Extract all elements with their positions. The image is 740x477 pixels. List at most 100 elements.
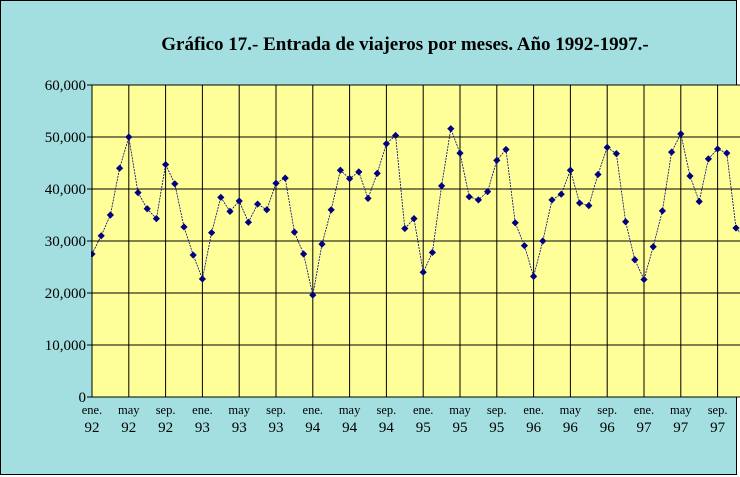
data-point [576,199,584,207]
data-point [373,169,381,177]
x-tick-label: sep. 96 [597,403,617,436]
data-point [171,180,179,188]
data-point [309,291,317,299]
data-point [263,206,271,214]
data-point [125,133,133,141]
data-point [364,194,372,202]
data-point [456,149,464,157]
data-point [428,248,436,257]
data-point [695,197,703,206]
data-point [566,166,574,174]
y-tick-label: 50,000 [45,130,86,146]
data-point [244,218,252,226]
data-point [612,150,620,158]
data-point [438,182,446,190]
y-tick-label: 40,000 [45,182,86,198]
chart-title: Gráfico 17.- Entrada de viajeros por mes… [161,34,648,55]
data-point [410,215,418,223]
data-point [548,196,556,204]
data-point [585,202,593,210]
y-tick-label: 60,000 [45,78,86,94]
data-point [465,193,473,201]
x-tick-label: ene. 94 [303,403,323,436]
x-tick-label: sep. 93 [266,403,286,436]
data-point [281,174,289,182]
data-point [235,197,243,205]
data-point [631,256,639,264]
x-tick-label: sep. 95 [487,403,507,436]
data-point [392,131,400,140]
data-point [180,223,188,231]
data-point [198,275,206,283]
data-point [539,237,547,245]
x-tick-label: sep. 97 [708,403,728,436]
data-point [732,224,740,232]
x-tick-label: may 93 [228,403,250,436]
y-tick-label: 0 [79,390,87,406]
data-point [419,268,427,276]
data-point [474,196,482,204]
plot [91,125,740,299]
data-point [649,243,657,251]
data-point [557,190,565,198]
data-point [668,148,676,156]
data-point [640,275,648,284]
data-point [603,143,611,151]
x-tick-label: may 96 [560,403,582,436]
data-point [217,193,225,201]
data-point [704,155,712,163]
x-tick-label: sep. 94 [377,403,397,436]
x-tick-label: may 94 [339,403,361,436]
data-point [97,232,105,240]
data-point [189,251,197,259]
data-point [208,229,216,237]
data-point [511,219,519,227]
data-point [382,140,390,148]
data-point [116,164,124,172]
y-tick-label: 20,000 [45,286,86,302]
data-point [714,145,722,153]
x-tick-label: ene. 97 [634,403,654,436]
grid [91,84,740,398]
y-tick-label: 10,000 [45,338,86,354]
data-point [143,205,151,213]
data-point [401,224,409,233]
data-point [594,170,602,179]
data-point [447,125,455,133]
data-point [106,211,114,219]
data-point [272,179,280,187]
data-point [723,149,731,157]
data-point [355,168,363,176]
data-point [226,207,234,215]
x-tick-label: may 95 [449,403,471,436]
data-point [152,215,160,223]
x-tick-label: ene. 95 [413,403,433,436]
x-tick-label: ene. 96 [523,403,543,436]
data-point [162,160,170,169]
data-point [502,145,510,154]
data-point [290,228,298,236]
data-point [493,156,501,164]
data-point [346,175,354,183]
y-tick-label: 30,000 [45,234,86,250]
data-point [134,189,142,197]
data-point [622,218,630,226]
x-tick-label: ene. 92 [82,403,102,436]
x-tick-label: may 92 [118,403,140,436]
data-point [336,166,344,174]
x-tick-label: ene. 93 [192,403,212,436]
x-tick-label: sep. 92 [156,403,176,436]
data-point [327,206,335,214]
series-line [91,127,740,296]
data-point [686,172,694,180]
data-point [520,242,528,250]
data-point [530,272,538,280]
x-tick-label: may 97 [670,403,692,436]
data-point [254,200,262,208]
data-point [484,188,492,196]
data-point [300,250,308,258]
data-point [658,207,666,215]
data-point [677,130,685,138]
